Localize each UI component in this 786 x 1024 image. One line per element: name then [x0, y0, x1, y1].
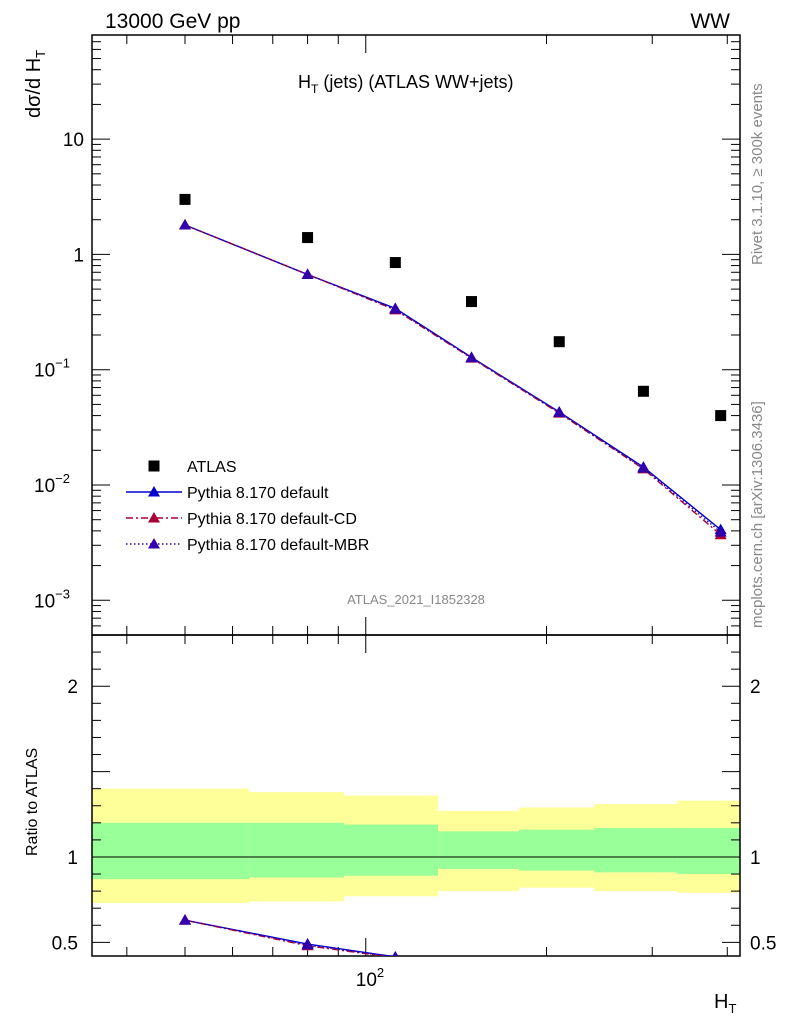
y-tick-label: 10 — [63, 130, 84, 151]
main-series-line — [184, 224, 722, 531]
header-left: 13000 GeV pp — [105, 10, 240, 33]
atlas-point — [637, 385, 649, 397]
ratio-y-tick-label: 0.5 — [52, 933, 78, 954]
analysis-id: ATLAS_2021_I1852328 — [347, 592, 485, 607]
legend-marker-pythia_cd — [148, 512, 160, 523]
inner-band-0 — [92, 822, 250, 880]
uncertainty-bands — [92, 788, 740, 904]
main-series-point — [179, 218, 192, 230]
ratio-y-tick-label: 2 — [67, 677, 78, 698]
main-series-point — [553, 406, 566, 418]
main-series-point — [465, 351, 478, 363]
legend-marker-pythia_mbr — [148, 538, 160, 549]
legend-label-pythia_mbr: Pythia 8.170 default-MBR — [187, 537, 369, 554]
atlas-point — [179, 193, 191, 205]
inner-band-6 — [677, 827, 740, 875]
ratio-y-tick-label-right: 0.5 — [750, 933, 776, 954]
ratio-series-point — [301, 938, 314, 950]
inner-band-5 — [594, 827, 678, 873]
legend: ATLAS Pythia 8.170 default Pythia 8.170 de… — [126, 459, 369, 554]
inner-band-3 — [438, 831, 520, 869]
ratio-y-axis-label: Ratio to ATLAS — [24, 748, 41, 856]
ratio-series-pythia_mbr — [179, 914, 398, 956]
y-tick-label: 10−1 — [34, 356, 70, 382]
legend-marker-atlas — [148, 460, 160, 472]
header-right: WW — [690, 10, 730, 33]
inner-band-1 — [249, 822, 345, 878]
ratio-y-tick-label: 1 — [67, 848, 78, 869]
inner-band-2 — [344, 824, 439, 876]
legend-label-pythia_cd: Pythia 8.170 default-CD — [187, 511, 357, 528]
x-axis-label: HT — [714, 991, 736, 1016]
ratio-y-tick-label-right: 1 — [750, 848, 761, 869]
main-series-point — [637, 462, 650, 473]
plot-title: HT (jets) (ATLAS WW+jets) — [298, 72, 514, 96]
legend-label-pythia_default: Pythia 8.170 default — [187, 485, 329, 502]
atlas-point — [715, 410, 727, 422]
y-axis-label: dσ/d HT — [23, 50, 48, 118]
ratio-series-point — [179, 914, 192, 925]
atlas-point — [302, 232, 314, 244]
y-tick-label: 10−2 — [34, 471, 70, 497]
mcplots-reference-text: mcplots.cern.ch [arXiv:1306.3436] — [749, 401, 766, 628]
main-series-point — [301, 268, 314, 279]
atlas-point — [466, 296, 478, 308]
atlas-point — [389, 257, 401, 269]
ratio-frame — [91, 634, 741, 957]
rivet-version-text: Rivet 3.1.10, ≥ 300k events — [749, 83, 766, 265]
main-series-point — [389, 303, 402, 314]
ratio-series-point — [392, 951, 398, 956]
ratio-series-pythia_cd — [179, 914, 398, 956]
y-tick-label: 10−3 — [34, 586, 70, 612]
legend-label-atlas: ATLAS — [187, 459, 237, 476]
ratio-series-line — [184, 919, 395, 956]
legend-marker-pythia_default — [148, 486, 160, 497]
ratio-y-tick-label-right: 2 — [750, 677, 761, 698]
main-series-point — [714, 526, 727, 537]
atlas-point — [553, 336, 565, 348]
main-series-pythia_mbr — [179, 218, 727, 537]
x-tick-label: 102 — [356, 965, 384, 991]
y-tick-label: 1 — [73, 245, 84, 266]
ratio-plot-area: 102 2 2 1 1 0.5 0.5 — [52, 634, 776, 991]
main-series-atlas — [179, 193, 727, 422]
inner-band-4 — [519, 829, 595, 871]
main-plot-area: 10 1 10−1 10−2 10−3 — [34, 34, 741, 636]
